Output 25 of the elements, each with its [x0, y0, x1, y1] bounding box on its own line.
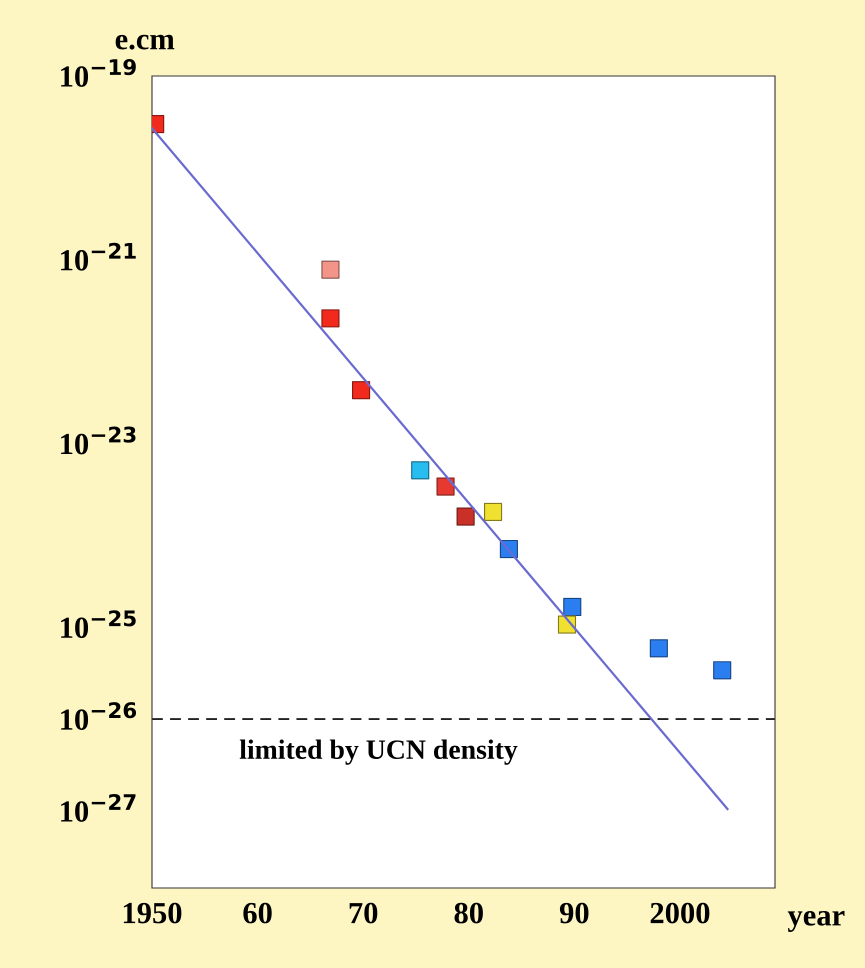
point [563, 598, 582, 616]
point [456, 508, 475, 526]
x-tick-label: 80 [454, 902, 483, 924]
point [321, 309, 340, 328]
point [321, 260, 340, 279]
y-tick-label: 10$^{−19}$ [61, 58, 136, 87]
y-tick-label: 10$^{−27}$ [61, 794, 136, 822]
x-tick-label: 1950 [124, 902, 182, 924]
point [713, 661, 732, 680]
x-tick-label: 70 [350, 902, 378, 924]
x-tick-label: 90 [560, 902, 588, 924]
y-tick-label: 10$^{−26}$ [61, 702, 136, 730]
point [411, 461, 430, 480]
x-tick-label: 60 [243, 902, 272, 924]
x-axis-title: year [788, 910, 844, 932]
y-tick-label: 10$^{−21}$ [61, 242, 136, 271]
point [436, 477, 455, 496]
point [650, 639, 668, 658]
point [352, 381, 370, 400]
x-tick-label: 2000 [650, 902, 710, 924]
ref-line-label: limited by UCN density [240, 739, 518, 765]
y-tick-label: 10$^{−25}$ [61, 610, 136, 638]
y-axis-title: e.cm [116, 34, 174, 50]
point [484, 502, 502, 521]
y-tick-label: 10$^{−23}$ [61, 426, 136, 454]
